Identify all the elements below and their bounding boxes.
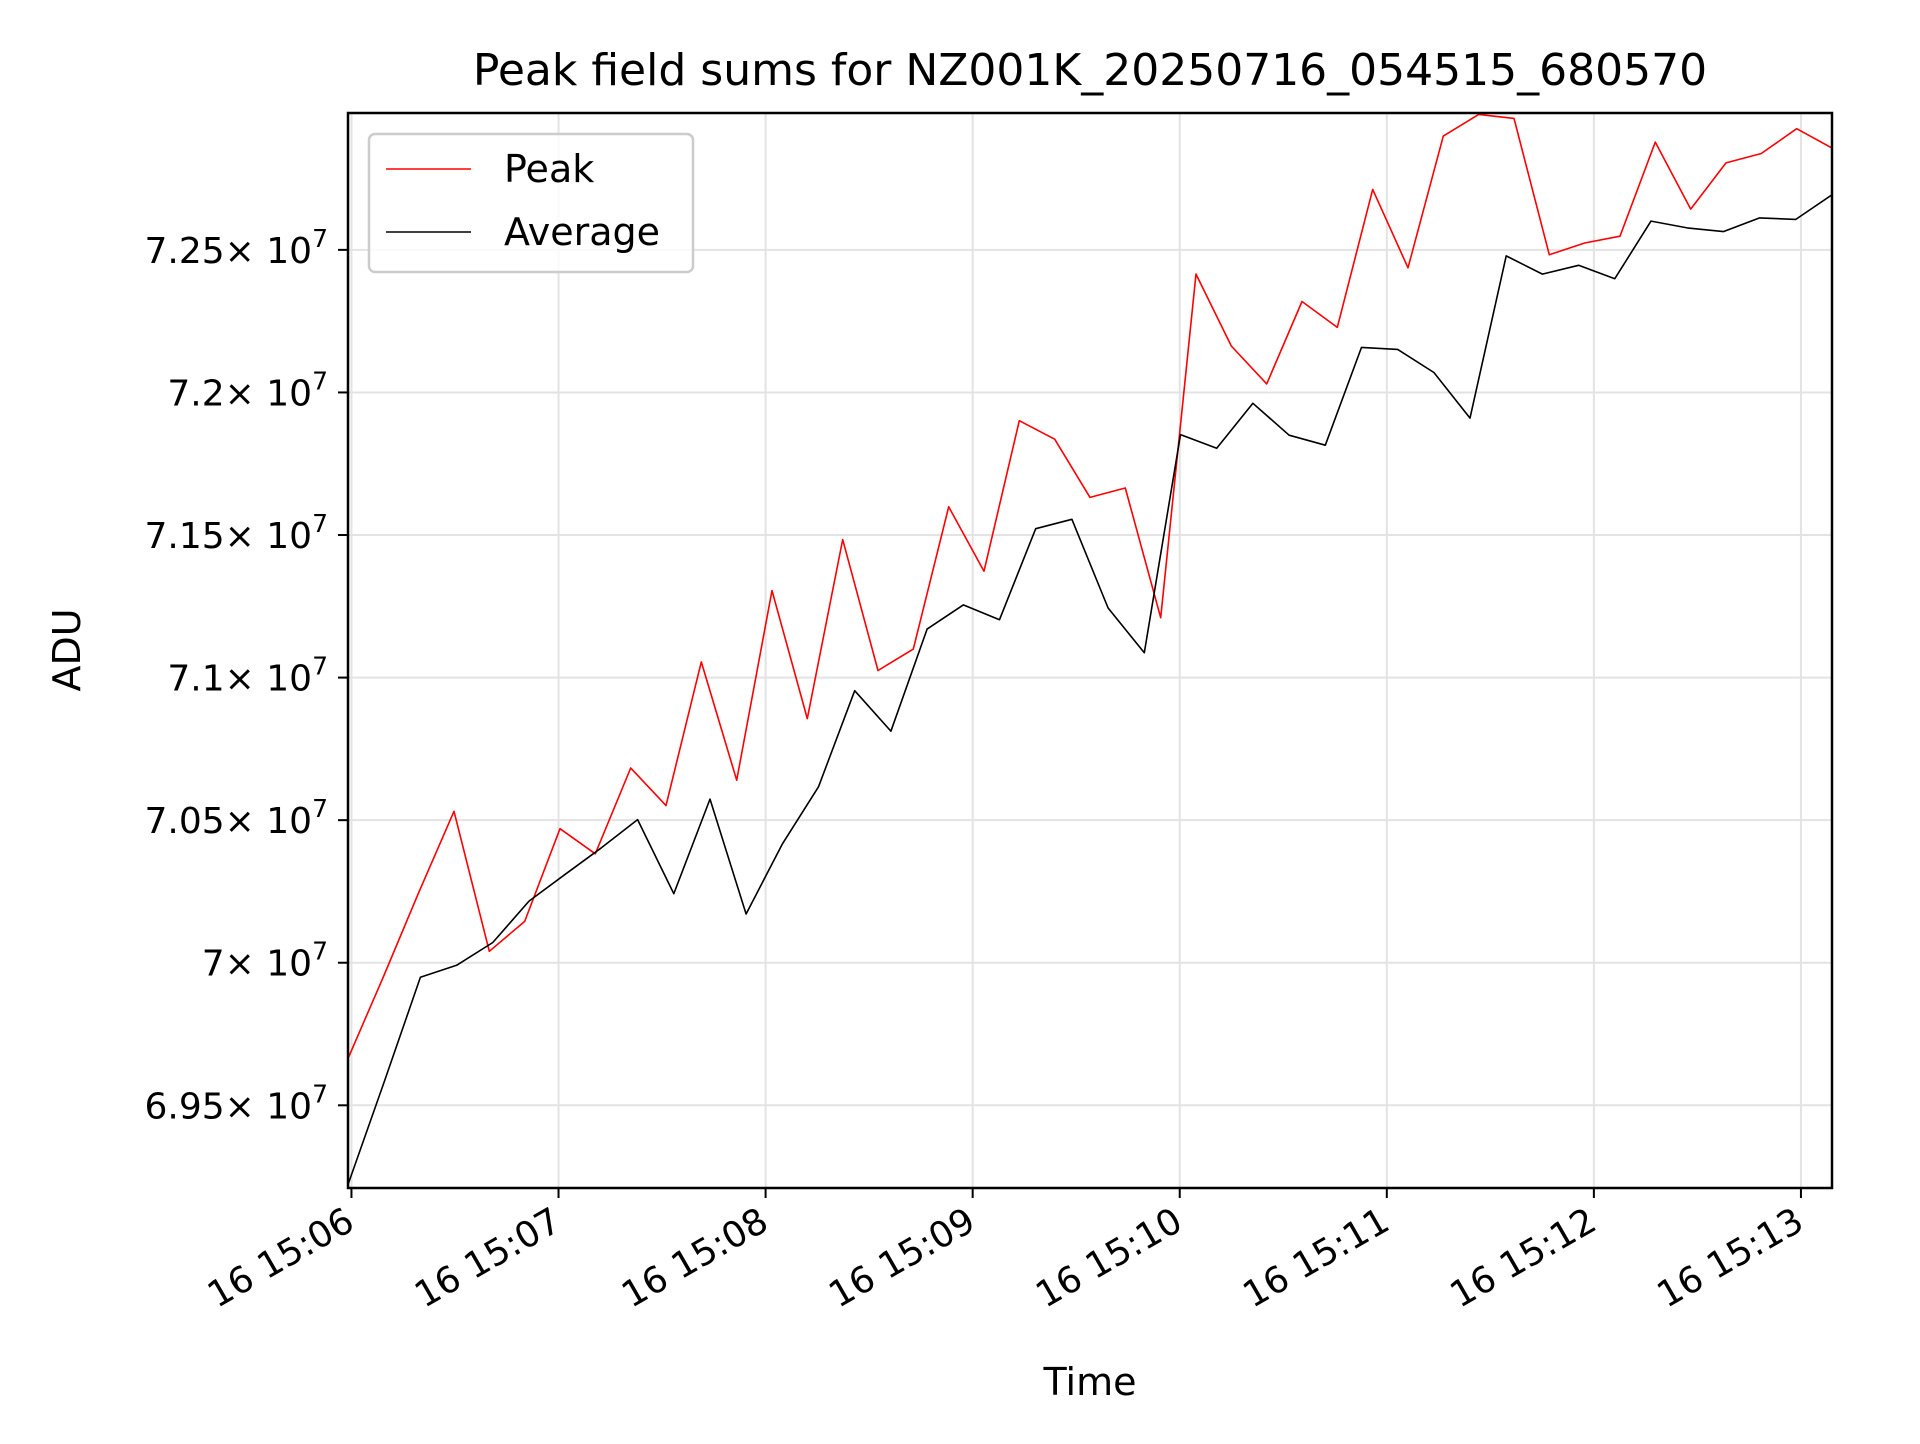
y-tick-multiplier: × 10 [225,659,312,700]
legend-peak-label: Peak [504,147,594,191]
series-line-average [348,194,1832,1186]
y-tick-label: 7× 107 [202,937,328,985]
y-tick-exponent: 7 [312,366,328,395]
grid [348,113,1832,1188]
y-tick-multiplier: × 10 [225,373,312,414]
y-tick-exponent: 7 [312,937,328,966]
y-tick-exponent: 7 [312,1079,328,1108]
y-tick-multiplier: × 10 [225,801,312,842]
y-tick-exponent: 7 [312,224,328,253]
y-tick-exponent: 7 [312,509,328,538]
y-tick-mantissa: 7.2 [167,373,224,414]
y-tick-label: 6.95× 107 [145,1079,328,1127]
y-tick-label: 7.05× 107 [145,794,328,842]
y-axis-label: ADU [45,608,89,691]
y-tick-mantissa: 7.1 [167,659,224,700]
y-tick-exponent: 7 [312,652,328,681]
y-tick-multiplier: × 10 [225,944,312,985]
y-tick-mantissa: 6.95 [145,1086,225,1127]
y-tick-mantissa: 7.25 [145,231,225,272]
y-tick-exponent: 7 [312,794,328,823]
series-line-peak [348,113,1832,1060]
legend-average-label: Average [504,210,660,254]
y-tick-mantissa: 7 [202,944,225,985]
plot-frame [346,111,1834,1190]
y-tick-mantissa: 7.15 [145,516,225,557]
x-axis-label: Time [1043,1360,1137,1404]
y-tick-label: 7.15× 107 [145,509,328,557]
y-tick-mantissa: 7.05 [145,801,225,842]
y-tick-label: 7.25× 107 [145,224,328,272]
legend: Peak Average [367,132,695,274]
y-tick-multiplier: × 10 [225,1086,312,1127]
y-tick-label: 7.1× 107 [167,652,328,700]
chart-title: Peak field sums for NZ001K_20250716_0545… [473,45,1707,96]
y-tick-label: 7.2× 107 [167,366,328,414]
y-tick-multiplier: × 10 [225,516,312,557]
y-tick-multiplier: × 10 [225,231,312,272]
series-layer [348,113,1832,1186]
